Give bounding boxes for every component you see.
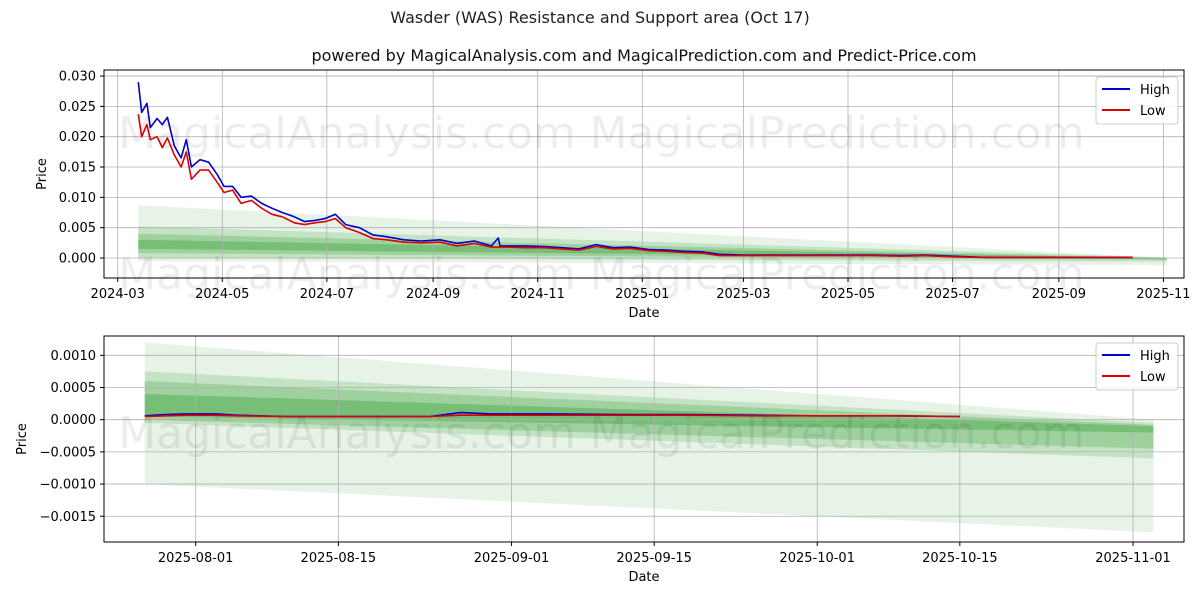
x-tick-label: 2025-03 xyxy=(716,287,770,302)
y-tick-label: 0.025 xyxy=(59,100,96,115)
x-tick-label: 2024-03 xyxy=(91,287,145,302)
x-tick-label: 2025-10-15 xyxy=(922,551,998,566)
watermark-text: MagicalPrediction.com xyxy=(590,408,1085,459)
series-line-low xyxy=(144,414,960,418)
watermark-text: MagicalAnalysis.com xyxy=(118,408,576,459)
y-tick-label: 0.010 xyxy=(59,191,96,206)
x-tick-label: 2025-09-15 xyxy=(616,551,692,566)
x-tick-label: 2025-11 xyxy=(1136,287,1190,302)
y-tick-label: 0.0005 xyxy=(51,381,97,396)
series-line-low xyxy=(137,114,1133,259)
x-axis-label: Date xyxy=(628,570,659,585)
y-tick-label: 0.000 xyxy=(59,251,96,266)
y-tick-label: 0.0000 xyxy=(51,413,97,428)
y-tick-label: −0.0010 xyxy=(40,478,96,493)
legend: High Low xyxy=(1095,76,1179,125)
chart-panel-2: MagicalAnalysis.com MagicalPrediction.com… xyxy=(15,335,1185,585)
axes-frame xyxy=(103,335,1185,543)
watermark-text: MagicalAnalysis.com xyxy=(118,108,576,159)
y-axis-label: Price xyxy=(15,423,30,455)
prediction-band xyxy=(138,205,1167,266)
x-tick-label: 2024-07 xyxy=(300,287,354,302)
chart-panel-1: MagicalAnalysis.com MagicalPrediction.com… xyxy=(35,69,1191,321)
prediction-band xyxy=(144,381,1154,449)
watermark-text: MagicalPrediction.com xyxy=(590,108,1085,159)
x-tick-label: 2025-05 xyxy=(821,287,875,302)
legend-label-low: Low xyxy=(1140,370,1166,385)
prediction-band xyxy=(144,371,1154,459)
x-tick-label: 2025-09 xyxy=(1032,287,1086,302)
y-tick-label: −0.0015 xyxy=(40,510,96,525)
legend-box xyxy=(1095,76,1179,125)
prediction-band xyxy=(138,226,1167,262)
legend-label-low: Low xyxy=(1140,104,1166,119)
prediction-band xyxy=(144,342,1154,533)
x-tick-label: 2025-08-15 xyxy=(301,551,377,566)
y-tick-label: 0.015 xyxy=(59,161,96,176)
x-tick-label: 2025-11-01 xyxy=(1095,551,1171,566)
y-axis-label: Price xyxy=(35,158,50,190)
x-tick-label: 2025-01 xyxy=(615,287,669,302)
y-tick-label: 0.0010 xyxy=(51,349,97,364)
chart-title: Wasder (WAS) Resistance and Support area… xyxy=(390,8,810,27)
y-tick-label: 0.020 xyxy=(59,130,96,145)
series-line-high xyxy=(137,82,1133,259)
prediction-band xyxy=(144,393,1154,433)
legend-label-high: High xyxy=(1140,349,1170,364)
y-tick-label: −0.0005 xyxy=(40,445,96,460)
x-tick-label: 2024-11 xyxy=(511,287,565,302)
watermark-text: MagicalPrediction.com xyxy=(590,249,1085,300)
y-tick-label: 0.005 xyxy=(59,221,96,236)
x-tick-label: 2024-05 xyxy=(195,287,249,302)
legend-box xyxy=(1095,342,1179,391)
x-tick-label: 2025-08-01 xyxy=(158,551,234,566)
x-tick-label: 2025-07 xyxy=(925,287,979,302)
x-tick-label: 2025-10-01 xyxy=(779,551,855,566)
series-line-high xyxy=(144,411,960,418)
prediction-band xyxy=(138,239,1167,260)
axes-frame xyxy=(103,69,1185,279)
x-axis-label: Date xyxy=(628,306,659,321)
x-tick-label: 2024-09 xyxy=(406,287,460,302)
prediction-band xyxy=(138,233,1167,260)
chart-subtitle: powered by MagicalAnalysis.com and Magic… xyxy=(311,46,977,65)
x-tick-label: 2025-09-01 xyxy=(474,551,550,566)
watermark-text: MagicalAnalysis.com xyxy=(118,249,576,300)
y-tick-label: 0.030 xyxy=(59,70,96,85)
legend-label-high: High xyxy=(1140,83,1170,98)
legend: High Low xyxy=(1095,342,1179,391)
